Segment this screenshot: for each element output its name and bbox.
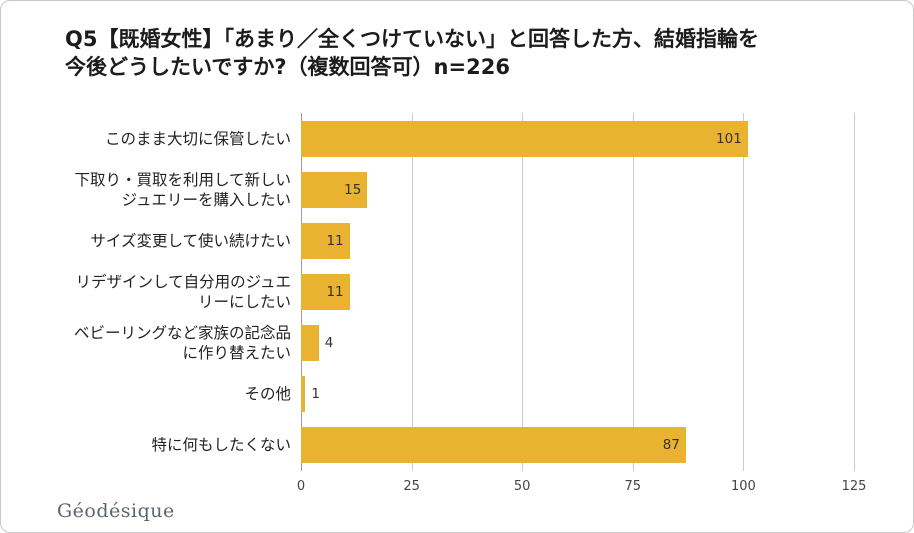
bar [301,171,368,208]
category-label: このまま大切に保管したい [104,129,291,148]
bar-row: 87 [301,420,854,471]
bar-chart: このまま大切に保管したい下取り・買取を利用して新しい ジュエリーを購入したいサイ… [37,113,866,494]
bars-layer: 101 15 11 11 4 1 87 [301,113,854,471]
chart-title: Q5【既婚女性】「あまり／全くつけていない」と回答した方、結婚指輪を 今後どうし… [65,27,759,80]
category-label: その他 [244,385,291,404]
bar-row: 101 [301,113,854,164]
gridline [632,113,634,471]
x-tick-label: 75 [624,479,642,494]
bar-row: 15 [301,164,854,215]
category-label: ベビーリングなど家族の記念品 に作り替えたい [73,323,291,363]
bar-value-label: 1 [311,386,321,403]
gridline [854,113,855,471]
bar [301,376,306,413]
bar-row: 11 [301,215,854,266]
category-labels: このまま大切に保管したい下取り・買取を利用して新しい ジュエリーを購入したいサイ… [37,113,301,471]
bar-row: 11 [301,266,854,317]
x-tick-label: 0 [296,479,306,494]
bar-value-label: 87 [662,437,680,454]
x-tick-label: 125 [841,479,867,494]
bar-value-label: 101 [716,130,742,147]
bar [301,273,350,310]
bar-value-label: 11 [326,232,344,249]
bar-value-label: 15 [344,181,362,198]
x-tick-label: 50 [513,479,531,494]
bar-row: 4 [301,318,854,369]
category-label: 下取り・買取を利用して新しい ジュエリーを購入したい [74,170,291,209]
bar-value-label: 11 [326,283,344,300]
bar [301,222,350,259]
plot-area: 101 15 11 11 4 1 87 0 25 50 75 100 125 [297,113,866,494]
gridline [522,113,524,471]
bar-value-label: 4 [324,335,334,352]
bar [301,120,748,157]
x-tick-label: 25 [403,479,420,494]
category-label: 特に何もしたくない [151,436,291,455]
x-tick-label: 100 [730,479,756,494]
category-label: サイズ変更して使い続けたい [90,231,291,250]
gridline [411,113,413,471]
gridline [743,113,745,471]
category-label: リデザインして自分用のジュエ リーにしたい [75,272,291,311]
bar [301,427,686,464]
bar-row: 1 [301,369,854,420]
brand-logo: Géodésique [57,500,175,522]
bar [301,325,319,362]
